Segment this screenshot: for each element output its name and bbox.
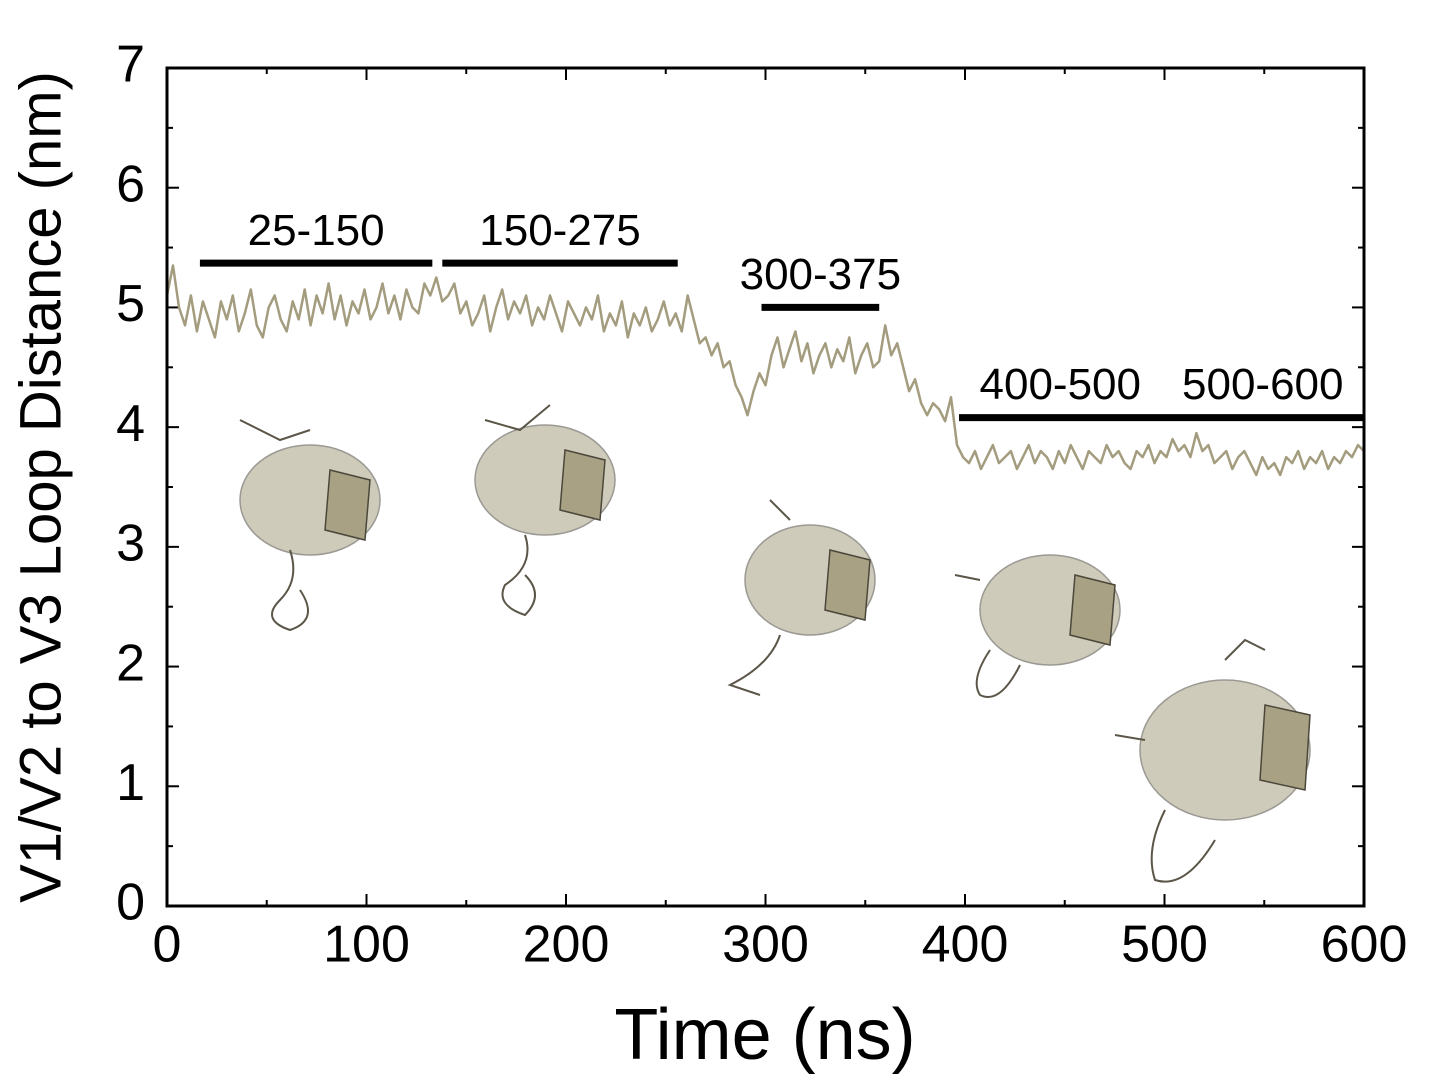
structure-image bbox=[239, 419, 381, 632]
plot-frame bbox=[165, 66, 1366, 908]
structure-image bbox=[1114, 638, 1311, 883]
range-label: 150-275 bbox=[479, 206, 640, 255]
range-label: 25-150 bbox=[248, 206, 385, 255]
structure-image bbox=[727, 499, 876, 696]
y-tick-label: 1 bbox=[116, 754, 145, 812]
x-tick-label: 100 bbox=[323, 916, 410, 974]
range-label: 400-500 bbox=[980, 360, 1141, 409]
y-tick-label: 3 bbox=[116, 515, 145, 573]
structure-image bbox=[954, 554, 1121, 698]
y-tick-label: 7 bbox=[116, 36, 145, 94]
structure-image bbox=[474, 404, 616, 617]
x-tick-label: 600 bbox=[1321, 916, 1408, 974]
y-tick-label: 5 bbox=[116, 275, 145, 333]
y-tick-label: 0 bbox=[116, 874, 145, 932]
y-axis-title: V1/V2 to V3 Loop Distance (nm) bbox=[8, 71, 73, 903]
x-tick-label: 500 bbox=[1121, 916, 1208, 974]
y-tick-label: 2 bbox=[116, 634, 145, 692]
range-label: 300-375 bbox=[740, 250, 901, 299]
y-tick-label: 4 bbox=[116, 395, 145, 453]
x-axis-title: Time (ns) bbox=[614, 995, 915, 1075]
y-tick-label: 6 bbox=[116, 155, 145, 213]
data-line bbox=[165, 264, 1365, 477]
x-tick-label: 300 bbox=[722, 916, 809, 974]
x-tick-label: 200 bbox=[523, 916, 610, 974]
x-tick-label: 0 bbox=[153, 916, 182, 974]
x-tick-label: 400 bbox=[922, 916, 1009, 974]
range-label: 500-600 bbox=[1182, 360, 1343, 409]
structure-images bbox=[239, 404, 1311, 883]
